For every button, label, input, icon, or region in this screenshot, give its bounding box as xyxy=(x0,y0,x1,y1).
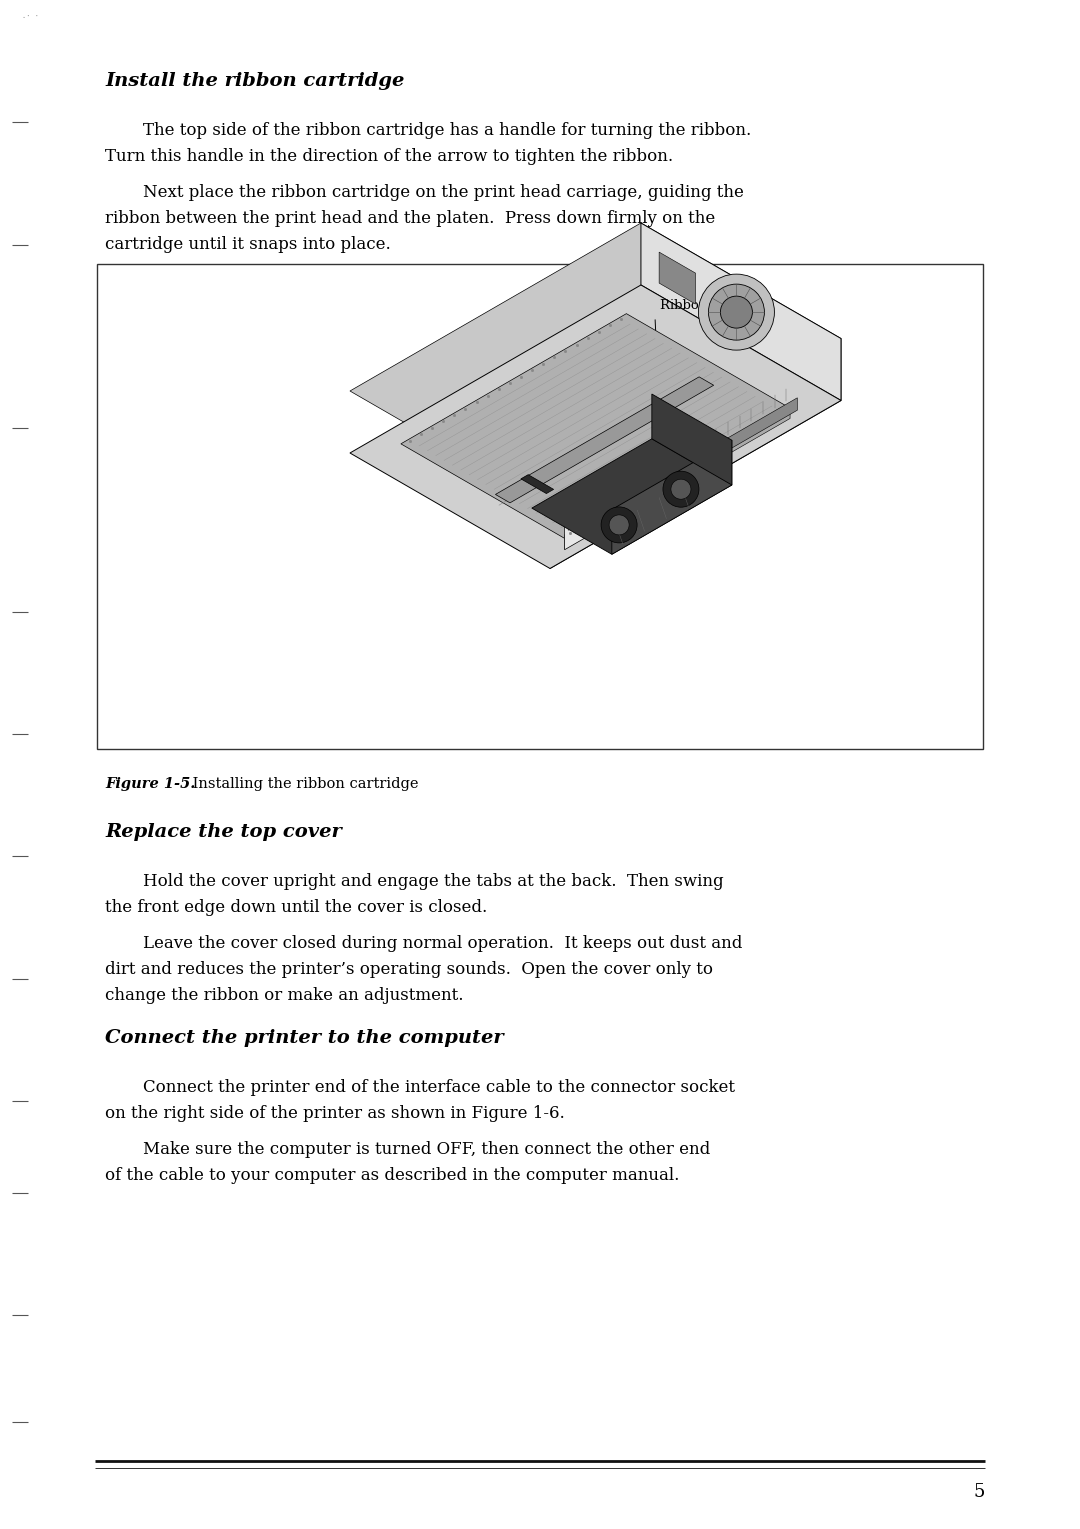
Text: on the right side of the printer as shown in Figure 1-6.: on the right side of the printer as show… xyxy=(105,1105,565,1122)
Polygon shape xyxy=(659,252,696,304)
Text: .· ·: .· · xyxy=(22,14,39,18)
Text: Figure 1-5.: Figure 1-5. xyxy=(105,777,195,790)
Text: Installing the ribbon cartridge: Installing the ribbon cartridge xyxy=(188,777,419,790)
Polygon shape xyxy=(619,398,797,514)
Text: Ribbon cartridge: Ribbon cartridge xyxy=(660,300,773,312)
Text: 5: 5 xyxy=(974,1483,985,1501)
Polygon shape xyxy=(612,440,732,555)
Circle shape xyxy=(671,479,691,498)
Polygon shape xyxy=(531,439,732,555)
Text: Leave the cover closed during normal operation.  It keeps out dust and: Leave the cover closed during normal ope… xyxy=(143,936,742,953)
Text: Turn this handle in the direction of the arrow to tighten the ribbon.: Turn this handle in the direction of the… xyxy=(105,148,673,165)
Bar xyxy=(97,265,983,749)
Text: Install the ribbon cartridge: Install the ribbon cartridge xyxy=(105,72,404,90)
Polygon shape xyxy=(568,502,594,531)
Text: Make sure the computer is turned OFF, then connect the other end: Make sure the computer is turned OFF, th… xyxy=(143,1141,711,1157)
Circle shape xyxy=(720,297,753,329)
Text: the front edge down until the cover is closed.: the front edge down until the cover is c… xyxy=(105,899,487,916)
Text: Connect the printer to the computer: Connect the printer to the computer xyxy=(105,1029,503,1047)
Text: of the cable to your computer as described in the computer manual.: of the cable to your computer as describ… xyxy=(105,1167,679,1183)
Text: ribbon between the print head and the platen.  Press down firmly on the: ribbon between the print head and the pl… xyxy=(105,209,715,226)
Polygon shape xyxy=(350,223,841,506)
Polygon shape xyxy=(550,338,841,569)
Circle shape xyxy=(602,508,637,543)
Text: Replace the top cover: Replace the top cover xyxy=(105,823,341,841)
Text: change the ribbon or make an adjustment.: change the ribbon or make an adjustment. xyxy=(105,988,463,1005)
Polygon shape xyxy=(652,394,732,485)
Text: Hold the cover upright and engage the tabs at the back.  Then swing: Hold the cover upright and engage the ta… xyxy=(143,873,724,890)
Circle shape xyxy=(609,515,630,535)
Circle shape xyxy=(663,471,699,508)
Polygon shape xyxy=(565,405,791,549)
Circle shape xyxy=(708,284,765,339)
Polygon shape xyxy=(640,223,841,401)
Polygon shape xyxy=(401,313,791,538)
Text: cartridge until it snaps into place.: cartridge until it snaps into place. xyxy=(105,235,391,252)
Polygon shape xyxy=(350,284,841,569)
Polygon shape xyxy=(521,474,554,494)
Polygon shape xyxy=(565,483,616,550)
Polygon shape xyxy=(496,376,714,503)
Text: Connect the printer end of the interface cable to the connector socket: Connect the printer end of the interface… xyxy=(143,1079,735,1096)
Circle shape xyxy=(699,274,774,350)
Text: Next place the ribbon cartridge on the print head carriage, guiding the: Next place the ribbon cartridge on the p… xyxy=(143,183,744,200)
Text: The top side of the ribbon cartridge has a handle for turning the ribbon.: The top side of the ribbon cartridge has… xyxy=(143,122,752,139)
Text: dirt and reduces the printer’s operating sounds.  Open the cover only to: dirt and reduces the printer’s operating… xyxy=(105,962,713,979)
